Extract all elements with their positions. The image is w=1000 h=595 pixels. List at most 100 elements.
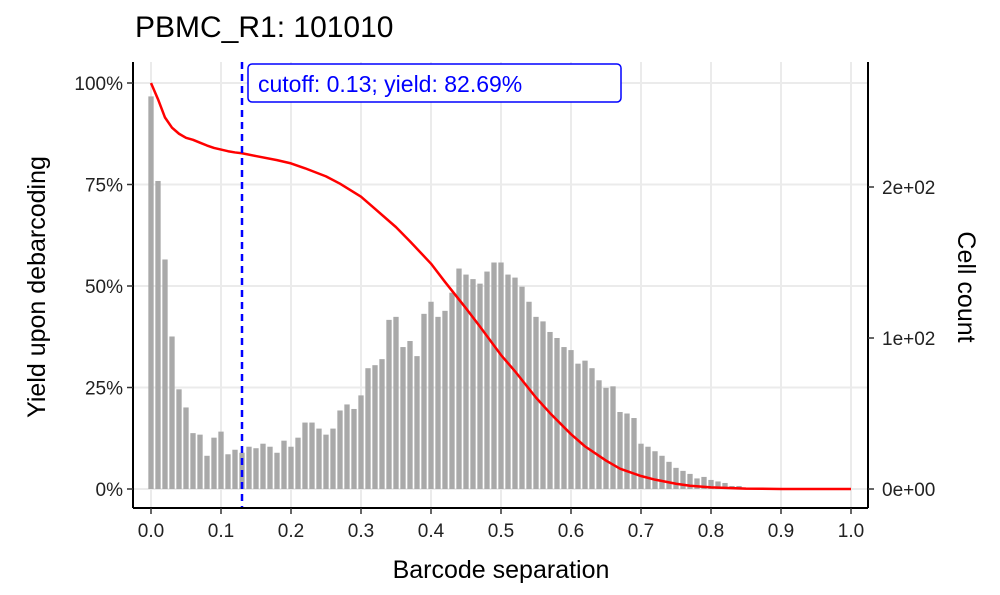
histogram-bar xyxy=(442,310,448,489)
histogram-bars xyxy=(148,96,742,490)
histogram-bar xyxy=(323,434,329,489)
histogram-bar xyxy=(694,478,700,489)
histogram-bar xyxy=(673,467,679,489)
y-tick-label-right: 2e+02 xyxy=(882,178,935,199)
histogram-bar xyxy=(421,313,427,489)
x-tick-label: 0.0 xyxy=(138,521,164,542)
histogram-bar xyxy=(358,395,364,489)
histogram-bar xyxy=(708,479,714,489)
y-tick-label-left: 100% xyxy=(74,74,123,95)
histogram-bar xyxy=(519,286,525,489)
annotation-text: cutoff: 0.13; yield: 82.69% xyxy=(258,71,522,97)
histogram-bar xyxy=(351,408,357,489)
histogram-bar xyxy=(659,455,665,489)
histogram-bar xyxy=(603,387,609,489)
y-tick-label-right: 1e+02 xyxy=(882,329,935,350)
histogram-bar xyxy=(596,380,602,489)
histogram-bar xyxy=(435,316,441,489)
histogram-bar xyxy=(484,271,490,489)
histogram-bar xyxy=(365,368,371,489)
histogram-bar xyxy=(498,262,504,489)
histogram-bar xyxy=(554,338,560,489)
histogram-bar xyxy=(155,180,161,489)
histogram-bar xyxy=(197,434,203,489)
cutoff-annotation: cutoff: 0.13; yield: 82.69% xyxy=(247,63,622,103)
histogram-bar xyxy=(260,443,266,489)
yield-curve-line xyxy=(149,82,851,491)
histogram-bar xyxy=(582,360,588,489)
y-tick-label-left: 50% xyxy=(85,277,123,298)
histogram-bar xyxy=(533,316,539,489)
histogram-bar xyxy=(414,356,420,489)
histogram-bar xyxy=(400,347,406,489)
x-tick-label: 0.3 xyxy=(348,521,374,542)
histogram-bar xyxy=(456,268,462,489)
histogram-bar xyxy=(624,413,630,489)
histogram-bar xyxy=(512,277,518,489)
histogram-bar xyxy=(568,350,574,489)
histogram-bar xyxy=(316,428,322,489)
histogram-bar xyxy=(526,301,532,489)
histogram-bar xyxy=(638,443,644,489)
histogram-bar xyxy=(610,386,616,489)
histogram-bar xyxy=(449,292,455,489)
histogram-bar xyxy=(645,446,651,489)
y-tick-label-right: 0e+00 xyxy=(882,480,935,501)
x-tick-label: 0.7 xyxy=(628,521,654,542)
x-tick-label: 0.9 xyxy=(768,521,794,542)
histogram-bar xyxy=(589,368,595,489)
histogram-bar xyxy=(281,440,287,489)
histogram-bar xyxy=(183,407,189,489)
histogram-bar xyxy=(176,389,182,489)
histogram-bar xyxy=(190,433,196,489)
histogram-bar xyxy=(218,431,224,489)
histogram-bar xyxy=(246,446,252,489)
histogram-bar xyxy=(428,301,434,489)
histogram-bar xyxy=(204,455,210,489)
x-tick-label: 1.0 xyxy=(838,521,864,542)
histogram-bar xyxy=(211,437,217,489)
histogram-bar xyxy=(393,316,399,489)
histogram-bar xyxy=(169,336,175,489)
histogram-bar xyxy=(666,461,672,489)
histogram-bar xyxy=(470,279,476,489)
histogram-bar xyxy=(407,341,413,489)
histogram-bar xyxy=(274,452,280,489)
histogram-bar xyxy=(267,446,273,489)
histogram-bar xyxy=(722,482,728,489)
histogram-bar xyxy=(652,451,658,489)
y-tick-label-left: 0% xyxy=(96,480,124,501)
y-axis-title-left: Yield upon debarcoding xyxy=(23,156,51,418)
yield-line-group xyxy=(149,82,851,491)
chart-title: PBMC_R1: 101010 xyxy=(135,11,394,44)
x-tick-label: 0.2 xyxy=(278,521,304,542)
histogram-bar xyxy=(330,428,336,489)
histogram-bar xyxy=(386,319,392,489)
histogram-bar xyxy=(575,363,581,489)
y-axis-title-right: Cell count xyxy=(952,231,980,342)
histogram-bar xyxy=(687,473,693,489)
histogram-bar xyxy=(561,347,567,489)
y-tick-label-left: 75% xyxy=(85,176,123,197)
histogram-bar xyxy=(288,446,294,489)
histogram-bar xyxy=(547,331,553,489)
histogram-bar xyxy=(148,96,154,490)
histogram-bar xyxy=(253,448,259,489)
x-tick-label: 0.6 xyxy=(558,521,584,542)
x-tick-label: 0.8 xyxy=(698,521,724,542)
histogram-bar xyxy=(715,481,721,489)
histogram-bar xyxy=(162,259,168,489)
y-tick-label-left: 25% xyxy=(85,379,123,400)
histogram-bar xyxy=(617,411,623,489)
histogram-bar xyxy=(344,404,350,489)
histogram-bar xyxy=(295,437,301,489)
histogram-bar xyxy=(477,283,483,489)
histogram-bar xyxy=(232,449,238,489)
histogram-bar xyxy=(680,470,686,489)
tick-labels: 0.0 0.1 0.2 0.3 0.4 0.5 0.6 0.7 0.8 0.9 1.0 0% 25% 50… xyxy=(74,74,935,542)
histogram-bar xyxy=(302,422,308,489)
histogram-bar xyxy=(505,274,511,489)
x-tick-label: 0.1 xyxy=(208,521,234,542)
histogram-bar xyxy=(372,365,378,489)
